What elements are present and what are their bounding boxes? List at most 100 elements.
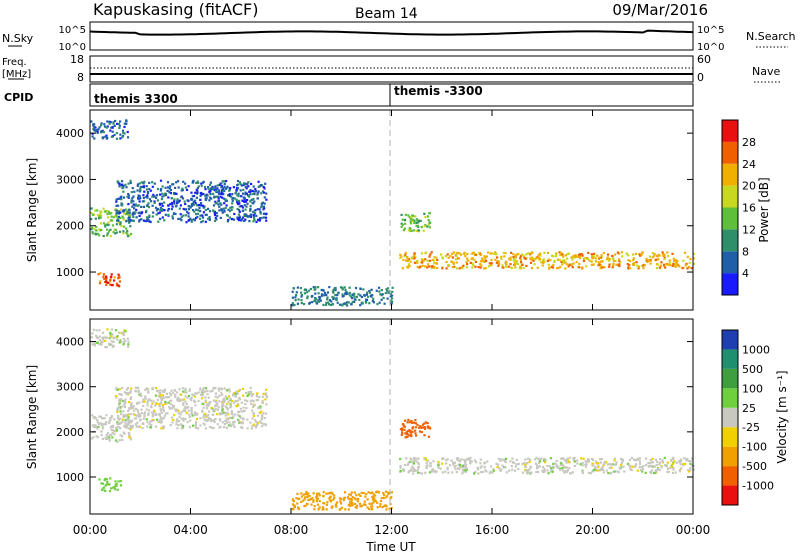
heatmap-cell bbox=[665, 465, 668, 468]
heatmap-cell bbox=[674, 259, 678, 262]
heatmap-cell bbox=[513, 257, 516, 260]
heatmap-cell bbox=[688, 470, 691, 473]
heatmap-cell bbox=[390, 491, 393, 494]
heatmap-cell bbox=[374, 494, 377, 497]
heatmap-cell bbox=[124, 425, 127, 428]
heatmap-cell bbox=[170, 407, 173, 410]
heatmap-cell bbox=[591, 462, 594, 465]
heatmap-cell bbox=[608, 463, 611, 466]
heatmap-cell bbox=[117, 122, 120, 125]
heatmap-cell bbox=[672, 257, 675, 260]
heatmap-cell bbox=[114, 214, 117, 218]
heatmap-cell bbox=[567, 461, 571, 464]
heatmap-cell bbox=[119, 484, 123, 487]
heatmap-cell bbox=[166, 412, 169, 415]
heatmap-cell bbox=[249, 386, 252, 389]
heatmap-cell bbox=[196, 180, 199, 183]
heatmap-cell bbox=[188, 415, 191, 419]
heatmap-cell bbox=[645, 257, 648, 260]
heatmap-cell bbox=[143, 413, 146, 416]
heatmap-cell bbox=[465, 260, 468, 263]
heatmap-cell bbox=[131, 424, 134, 427]
heatmap-cell bbox=[184, 186, 187, 189]
heatmap-cell bbox=[526, 462, 529, 465]
heatmap-cell bbox=[138, 218, 141, 222]
heatmap-cell bbox=[153, 409, 156, 412]
heatmap-cell bbox=[550, 254, 554, 257]
heatmap-cell bbox=[410, 469, 413, 472]
heatmap-cell bbox=[131, 187, 134, 190]
heatmap-cell bbox=[113, 279, 116, 282]
heatmap-cell bbox=[426, 263, 430, 266]
heatmap-cell bbox=[489, 252, 492, 255]
heatmap-cell bbox=[214, 405, 217, 408]
heatmap-cell bbox=[127, 431, 130, 435]
heatmap-cell bbox=[99, 212, 102, 215]
heatmap-cell bbox=[139, 414, 142, 418]
heatmap-cell bbox=[119, 217, 122, 220]
heatmap-cell bbox=[255, 399, 258, 402]
heatmap-cell bbox=[118, 197, 121, 200]
heatmap-cell bbox=[471, 262, 474, 265]
heatmap-cell bbox=[622, 465, 625, 468]
heatmap-cell bbox=[193, 203, 196, 206]
heatmap-cell bbox=[381, 506, 384, 509]
heatmap-cell bbox=[539, 252, 542, 255]
heatmap-cell bbox=[115, 210, 118, 213]
heatmap-cell bbox=[556, 258, 559, 261]
heatmap-cell bbox=[597, 264, 600, 267]
heatmap-cell bbox=[249, 390, 252, 393]
heatmap-cell bbox=[341, 288, 344, 291]
heatmap-cell bbox=[660, 466, 663, 469]
heatmap-cell bbox=[359, 287, 362, 290]
heatmap-cell bbox=[168, 406, 171, 409]
heatmap-cell bbox=[500, 468, 503, 471]
heatmap-cell bbox=[126, 387, 129, 390]
heatmap-cell bbox=[453, 461, 456, 464]
heatmap-cell bbox=[542, 259, 545, 262]
heatmap-cell bbox=[547, 472, 550, 475]
heatmap-cell bbox=[223, 387, 226, 390]
heatmap-cell bbox=[490, 258, 493, 261]
time-axis-label: Time UT bbox=[365, 540, 416, 554]
heatmap-cell bbox=[229, 406, 232, 409]
heatmap-cell bbox=[638, 253, 641, 256]
heatmap-cell bbox=[612, 257, 615, 261]
heatmap-cell bbox=[570, 263, 573, 266]
heatmap-cell bbox=[154, 394, 157, 397]
heatmap-cell bbox=[682, 463, 685, 466]
heatmap-cell bbox=[459, 460, 462, 463]
heatmap-cell bbox=[236, 403, 239, 406]
heatmap-cell bbox=[199, 198, 202, 202]
heatmap-cell bbox=[161, 208, 164, 211]
heatmap-cell bbox=[405, 457, 408, 460]
heatmap-cell bbox=[543, 251, 546, 254]
noise-sky-trace bbox=[89, 29, 694, 36]
heatmap-cell bbox=[318, 494, 321, 497]
heatmap-cell bbox=[214, 200, 217, 203]
heatmap-cell bbox=[380, 497, 383, 500]
heatmap-cell bbox=[186, 396, 189, 399]
heatmap-cell bbox=[662, 252, 665, 255]
heatmap-cell bbox=[628, 264, 631, 267]
heatmap-cell bbox=[461, 464, 464, 467]
heatmap-cell bbox=[162, 406, 165, 409]
heatmap-cell bbox=[306, 297, 309, 300]
heatmap-cell bbox=[412, 214, 415, 217]
heatmap-cell bbox=[164, 402, 167, 406]
heatmap-cell bbox=[97, 423, 101, 426]
heatmap-cell bbox=[573, 464, 576, 467]
heatmap-cell bbox=[206, 393, 209, 396]
heatmap-cell bbox=[153, 201, 156, 204]
heatmap-cell bbox=[385, 508, 388, 511]
heatmap-cell bbox=[208, 196, 212, 199]
heatmap-cell bbox=[532, 257, 535, 260]
heatmap-cell bbox=[403, 463, 406, 467]
heatmap-cell bbox=[231, 193, 234, 196]
heatmap-cell bbox=[224, 206, 227, 210]
heatmap-cell bbox=[345, 303, 348, 306]
heatmap-cell bbox=[141, 422, 144, 425]
heatmap-cell bbox=[264, 182, 267, 185]
heatmap-cell bbox=[336, 301, 339, 304]
heatmap-cell bbox=[228, 421, 231, 424]
